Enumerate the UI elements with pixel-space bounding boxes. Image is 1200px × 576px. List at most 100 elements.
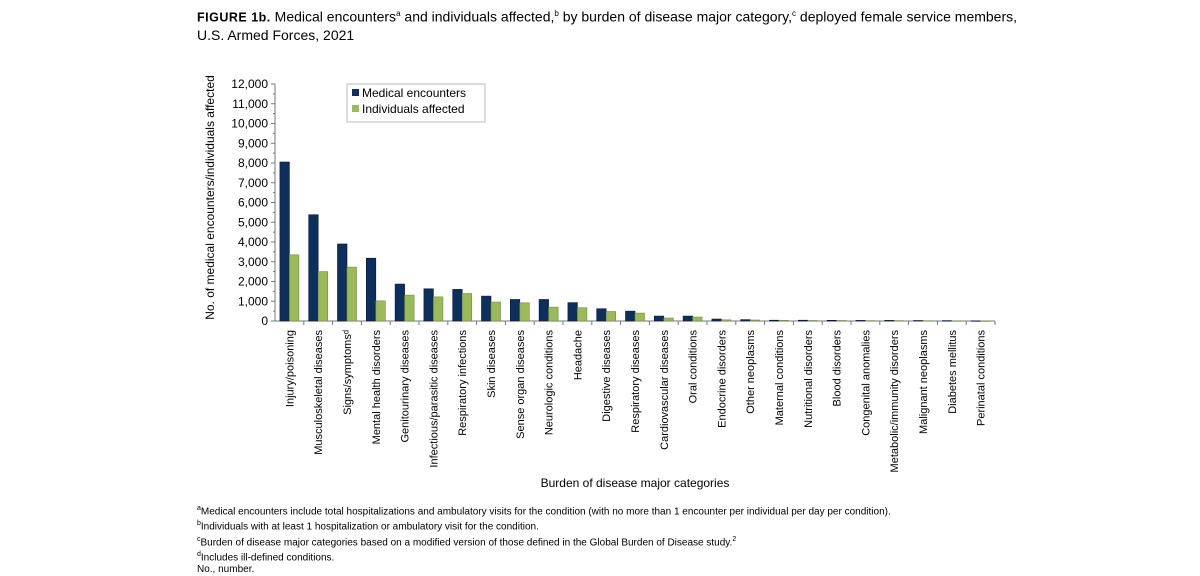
bar-encounters <box>970 320 981 322</box>
bar-individuals <box>836 320 847 322</box>
bar-encounters <box>625 310 636 322</box>
bar-individuals <box>721 319 732 322</box>
y-tick-label: 5,000 <box>238 215 268 229</box>
footnote-b: bIndividuals with at least 1 hospitaliza… <box>197 520 539 533</box>
bar-encounters <box>596 308 607 322</box>
bar-encounters <box>538 299 549 322</box>
superscript: a <box>396 9 401 18</box>
x-tick-label: Musculoskeletal diseases <box>313 330 325 455</box>
y-tick-label: 1,000 <box>238 294 268 308</box>
bar-individuals <box>778 320 789 322</box>
y-tick-label: 3,000 <box>238 255 268 269</box>
legend-label: Medical encounters <box>362 86 466 100</box>
x-tick-label: Malignant neoplasms <box>918 330 930 434</box>
bar-encounters <box>826 320 837 322</box>
bar-individuals <box>317 271 329 322</box>
y-tick-label: 10,000 <box>231 117 268 131</box>
title-text: Medical encounters <box>274 8 397 25</box>
y-tick-label: 8,000 <box>238 156 268 170</box>
bar-encounters <box>740 319 751 322</box>
x-tick-label: Injury/poisoning <box>284 330 296 407</box>
bar-encounters <box>941 320 953 322</box>
bar-encounters <box>653 315 665 322</box>
bar-encounters <box>365 257 377 322</box>
bar-individuals <box>692 316 703 322</box>
legend-box <box>346 83 486 123</box>
x-tick-label: Mental health disorders <box>371 330 383 445</box>
bar-encounters <box>913 320 924 322</box>
bar-encounters <box>423 288 434 322</box>
y-tick-label: 12,000 <box>231 77 268 91</box>
bar-individuals <box>922 320 933 322</box>
x-tick-label: Respiratory infections <box>457 330 469 436</box>
bar-individuals <box>951 320 962 322</box>
x-tick-label: Skin diseases <box>486 330 498 398</box>
bar-individuals <box>865 320 876 322</box>
bar-encounters <box>337 243 348 322</box>
x-tick-label: Congenital anomalies <box>860 330 872 436</box>
x-tick-label: Neurologic conditions <box>544 330 556 436</box>
x-tick-label: Maternal conditions <box>774 330 786 426</box>
x-tick-label: Digestive diseases <box>601 330 613 422</box>
legend-swatch <box>352 105 359 112</box>
x-tick-label: Diabetes mellitus <box>947 330 959 414</box>
bar-individuals <box>433 296 444 322</box>
x-tick-label: Infectious/parasitic diseases <box>428 330 440 468</box>
superscript: b <box>554 9 559 18</box>
bar-encounters <box>884 320 895 322</box>
bar-individuals <box>490 301 501 322</box>
bar-individuals <box>404 294 415 322</box>
bar-individuals <box>346 266 357 322</box>
x-tick-label: Metabolic/immunity disorders <box>889 330 901 473</box>
x-tick-label: Endocrine disorders <box>716 330 728 428</box>
footnote-c: cBurden of disease major categories base… <box>197 535 737 548</box>
bar-encounters <box>394 283 405 322</box>
bar-individuals <box>289 254 300 322</box>
bar-encounters <box>769 319 780 322</box>
bar-individuals <box>548 306 559 322</box>
bar-individuals <box>663 317 674 322</box>
bar-encounters <box>855 320 866 322</box>
bar-individuals <box>893 320 905 322</box>
bar-individuals <box>375 300 386 322</box>
x-tick-label: Respiratory diseases <box>630 330 642 433</box>
y-tick-label: 11,000 <box>232 97 268 111</box>
x-tick-label: Blood disorders <box>832 330 844 407</box>
footnote-a: aMedical encounters include total hospit… <box>197 505 891 518</box>
y-tick-label: 9,000 <box>238 136 268 150</box>
x-tick-label: Perinatal conditions <box>976 330 988 427</box>
y-tick-label: 6,000 <box>238 196 268 210</box>
bar-individuals <box>577 307 588 322</box>
bar-encounters <box>509 299 521 322</box>
bar-individuals <box>749 319 761 322</box>
bar-encounters <box>567 302 578 322</box>
bar-encounters <box>797 319 809 322</box>
x-tick-label: Cardiovascular diseases <box>659 330 671 450</box>
bar-individuals <box>980 320 991 322</box>
x-tick-label: Headache <box>572 330 584 380</box>
footnotes: aMedical encounters include total hospit… <box>197 503 891 576</box>
footnote-abbrev: No., number. <box>197 564 255 576</box>
y-tick-label: 7,000 <box>238 176 268 190</box>
footnote-d: dIncludes ill-defined conditions. <box>197 550 335 564</box>
x-axis-label: Burden of disease major categories <box>541 476 730 490</box>
x-tick-label: Oral conditions <box>688 330 700 404</box>
bar-encounters <box>452 289 463 322</box>
x-tick-label: Nutritional disorders <box>803 330 815 428</box>
superscript: c <box>792 9 797 18</box>
bar-individuals <box>461 293 473 322</box>
x-tick-label: Other neoplasms <box>745 330 757 414</box>
y-tick-label: 2,000 <box>238 275 268 289</box>
bar-individuals <box>807 320 818 322</box>
bar-individuals <box>605 311 617 322</box>
bar-individuals <box>634 312 645 322</box>
y-tick-label: 0 <box>261 314 268 328</box>
bar-encounters <box>682 315 693 322</box>
y-axis-label: No. of medical encounters/individuals af… <box>203 75 217 320</box>
bar-encounters <box>711 318 722 322</box>
x-tick-label: Sense organ diseases <box>515 330 527 439</box>
bar-encounters <box>481 295 492 322</box>
x-tick-label: Signs/symptomsᵈ <box>342 330 354 415</box>
title-text: and individuals affected, <box>400 8 555 25</box>
